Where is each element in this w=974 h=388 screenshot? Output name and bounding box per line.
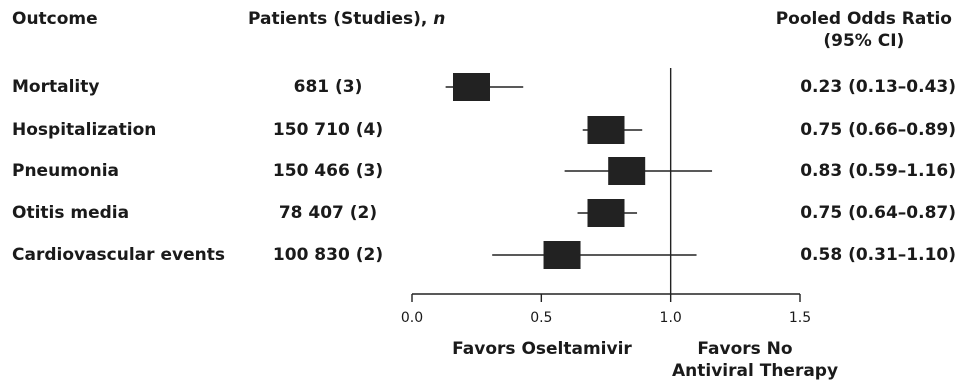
x-tick-label-2: 1.0 xyxy=(660,310,682,326)
x-tick-label-3: 1.5 xyxy=(789,310,811,326)
x-tick-label-0: 0.0 xyxy=(401,310,423,326)
favors-no-antiviral-line2: Antiviral Therapy xyxy=(672,360,818,382)
estimate-box-1 xyxy=(588,116,625,144)
favors-no-antiviral-label: Favors No Antiviral Therapy xyxy=(672,338,818,382)
estimate-box-0 xyxy=(453,73,490,101)
favors-no-antiviral-line1: Favors No xyxy=(672,338,818,360)
x-tick-label-1: 0.5 xyxy=(530,310,552,326)
estimate-box-3 xyxy=(588,199,625,227)
estimate-box-4 xyxy=(544,241,581,269)
estimate-box-2 xyxy=(608,157,645,185)
favors-oseltamivir-label: Favors Oseltamivir xyxy=(430,338,654,360)
